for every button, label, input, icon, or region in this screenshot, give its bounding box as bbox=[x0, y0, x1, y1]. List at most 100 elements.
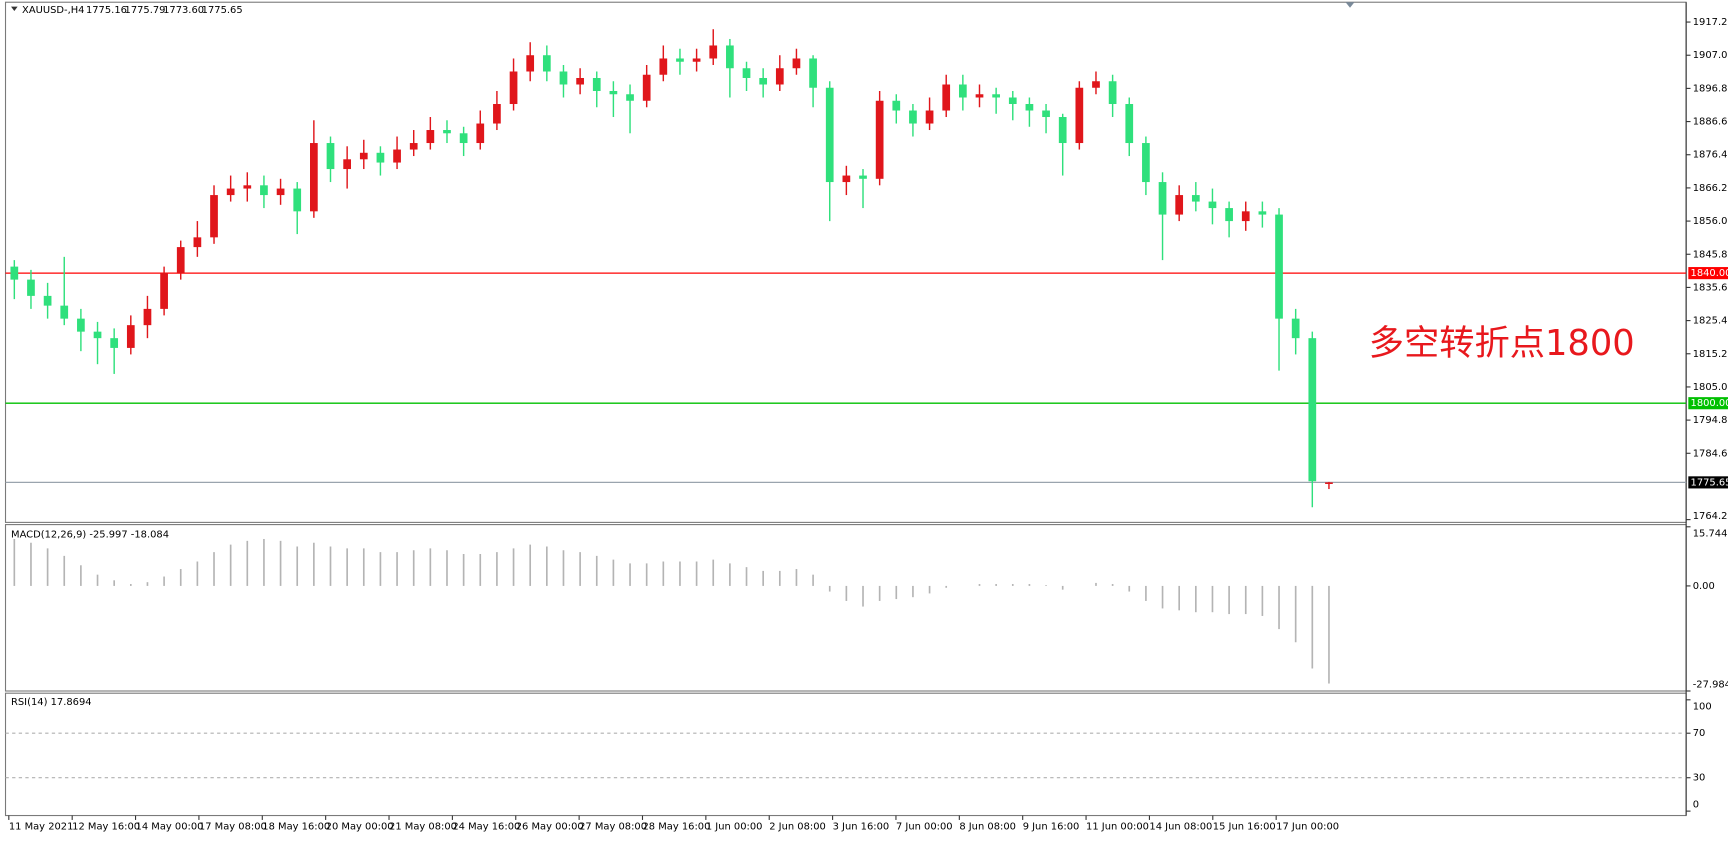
candle-body bbox=[1275, 214, 1283, 319]
y-tick-label: 1825.40 bbox=[1693, 316, 1728, 327]
candle-body bbox=[493, 104, 501, 124]
candle-body bbox=[742, 68, 751, 78]
candle-body bbox=[43, 295, 52, 306]
candle-body bbox=[343, 159, 351, 170]
ohlc-value: 1775.65 bbox=[202, 5, 243, 16]
candle-body bbox=[559, 71, 568, 85]
candle-body bbox=[260, 185, 268, 196]
x-tick-label: 14 Jun 08:00 bbox=[1149, 822, 1212, 833]
x-tick-label: 12 May 16:00 bbox=[72, 822, 140, 833]
candle-body bbox=[77, 318, 85, 332]
y-tick-label: 1856.00 bbox=[1693, 216, 1728, 227]
level-label: 1800.00 bbox=[1691, 398, 1728, 409]
y-tick-label: 1845.80 bbox=[1693, 249, 1728, 260]
symbol-arrow bbox=[11, 6, 18, 12]
level-box bbox=[1688, 267, 1728, 280]
candle-body bbox=[1075, 87, 1084, 144]
level-box bbox=[1688, 397, 1728, 410]
candle-body bbox=[326, 143, 335, 170]
y-tick-label: 15.744 bbox=[1693, 528, 1728, 539]
y-tick-label: 1835.60 bbox=[1693, 282, 1728, 293]
candle-body bbox=[859, 175, 867, 179]
candle-body bbox=[226, 188, 235, 196]
candle-body bbox=[359, 152, 368, 160]
annotation: 多空转折点1800 bbox=[1369, 323, 1635, 364]
candle-body bbox=[576, 77, 584, 85]
candle-body bbox=[126, 325, 135, 348]
level-label: 1840.00 bbox=[1691, 268, 1728, 279]
candle-body bbox=[942, 84, 951, 111]
candle-body bbox=[1092, 81, 1100, 88]
indicator-label: RSI(14) 17.8694 bbox=[11, 697, 92, 708]
candle-body bbox=[310, 143, 318, 212]
candle-body bbox=[393, 149, 401, 163]
symbol: XAUUSD-,H4 bbox=[22, 5, 84, 16]
x-tick-label: 17 May 08:00 bbox=[199, 822, 267, 833]
candle-body bbox=[526, 55, 535, 72]
y-tick-label: 1896.80 bbox=[1693, 83, 1728, 94]
candle-body bbox=[1175, 195, 1184, 215]
indicator-label: MACD(12,26,9) -25.997 -18.084 bbox=[11, 530, 169, 541]
x-tick-label: 21 May 08:00 bbox=[389, 822, 457, 833]
y-tick-label: -27.984 bbox=[1693, 679, 1728, 690]
candle-body bbox=[193, 237, 202, 248]
candle-body bbox=[892, 100, 901, 111]
candle-body bbox=[1158, 182, 1167, 215]
candle-body bbox=[542, 55, 551, 72]
candle-body bbox=[925, 110, 934, 124]
x-tick-label: 14 May 00:00 bbox=[136, 822, 204, 833]
candle-body bbox=[958, 84, 967, 98]
candle-body bbox=[293, 188, 302, 212]
y-tick-label: 1764.20 bbox=[1693, 511, 1728, 522]
y-tick-label: 70 bbox=[1693, 728, 1706, 739]
candle-body bbox=[409, 143, 418, 150]
candle-body bbox=[992, 94, 1000, 98]
y-tick-label: 0.00 bbox=[1693, 581, 1715, 592]
candle-body bbox=[909, 110, 917, 124]
y-tick-label: 1876.40 bbox=[1693, 150, 1728, 161]
candle-body bbox=[443, 130, 451, 134]
x-tick-label: 9 Jun 16:00 bbox=[1023, 822, 1080, 833]
candle-body bbox=[476, 123, 485, 144]
level-box bbox=[1688, 476, 1728, 489]
candle-body bbox=[1042, 110, 1050, 118]
candle-body bbox=[975, 94, 984, 98]
candle-body bbox=[642, 74, 651, 101]
candle-body bbox=[1258, 211, 1267, 215]
candle-body bbox=[60, 305, 69, 319]
y-tick-label: 1805.00 bbox=[1693, 382, 1728, 393]
candle-body bbox=[27, 279, 35, 296]
candle-body bbox=[1208, 201, 1217, 209]
candle-body bbox=[459, 133, 468, 144]
x-tick-label: 24 May 16:00 bbox=[452, 822, 520, 833]
candle-body bbox=[110, 338, 119, 348]
x-tick-label: 20 May 00:00 bbox=[326, 822, 394, 833]
candle-body bbox=[1125, 104, 1134, 144]
y-tick-label: 1886.60 bbox=[1693, 117, 1728, 128]
x-tick-label: 26 May 00:00 bbox=[516, 822, 584, 833]
candle-body bbox=[626, 94, 634, 101]
y-tick-label: 1917.20 bbox=[1693, 17, 1728, 28]
candle-body bbox=[592, 77, 601, 92]
candle-body bbox=[676, 58, 684, 62]
candle-body bbox=[143, 308, 152, 326]
candle-body bbox=[809, 58, 817, 88]
candle-body bbox=[1291, 318, 1300, 339]
candle-body bbox=[759, 77, 768, 85]
x-tick-label: 2 Jun 08:00 bbox=[769, 822, 826, 833]
candle-body bbox=[426, 130, 435, 144]
candle-body bbox=[692, 58, 701, 62]
candle-body bbox=[10, 266, 19, 280]
x-tick-label: 17 Jun 00:00 bbox=[1276, 822, 1339, 833]
candle-body bbox=[1025, 104, 1034, 111]
candle-body bbox=[176, 247, 185, 274]
candle-body bbox=[1142, 143, 1150, 183]
x-tick-label: 8 Jun 08:00 bbox=[959, 822, 1016, 833]
candle-body bbox=[1108, 81, 1117, 105]
y-tick-label: 30 bbox=[1693, 773, 1706, 784]
y-tick-label: 1815.20 bbox=[1693, 349, 1728, 360]
candle-body bbox=[1308, 338, 1317, 482]
x-tick-label: 11 Jun 00:00 bbox=[1086, 822, 1149, 833]
